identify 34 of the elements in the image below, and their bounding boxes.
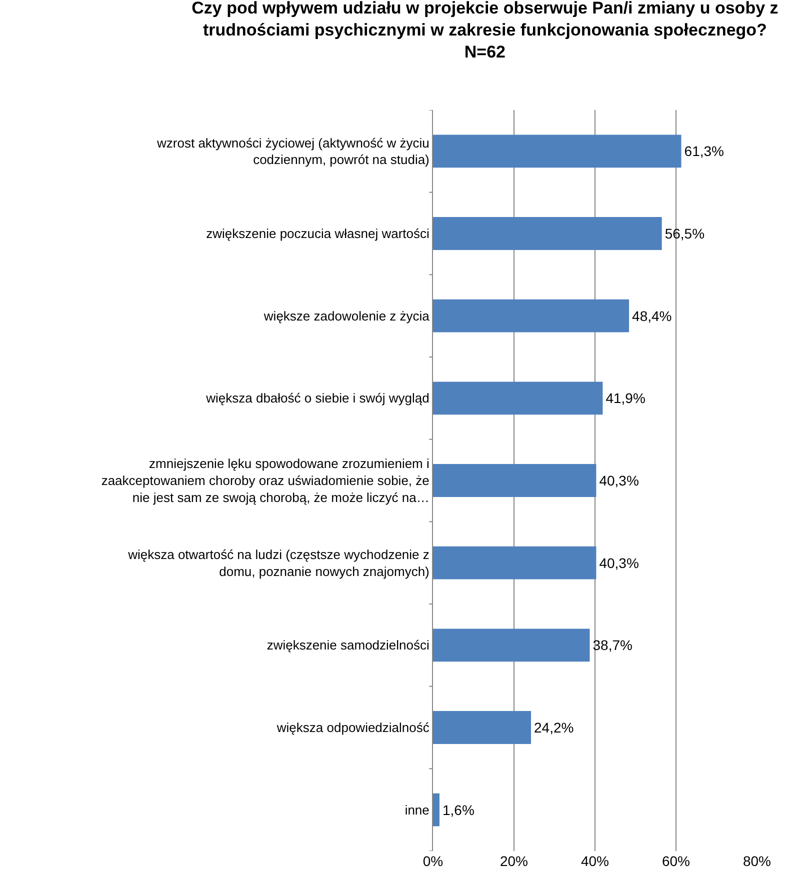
bar — [433, 299, 630, 332]
x-tick-label: 60% — [662, 853, 690, 869]
bar — [433, 464, 596, 497]
x-tick-label: 20% — [500, 853, 528, 869]
data-label: 61,3% — [684, 143, 724, 160]
bar — [433, 134, 682, 168]
y-tick-label: inne — [404, 802, 430, 818]
y-tick-label: większa otwartość na ludzi (częstsze wychodzenie z domu, poznanie nowych znajomych) — [127, 546, 430, 579]
bar — [433, 217, 662, 250]
data-label: 40,3% — [599, 472, 639, 488]
x-tick-label: 80% — [742, 853, 772, 869]
bar — [433, 711, 532, 744]
bar — [433, 546, 596, 580]
bar — [433, 793, 440, 826]
data-label: 56,5% — [664, 226, 705, 242]
bar — [433, 382, 603, 415]
y-tick-label: zwiększenie poczucia własnej wartości — [206, 226, 430, 242]
y-tick-label: większe zadowolenie z życia — [262, 308, 430, 324]
data-label: 38,7% — [592, 637, 632, 654]
y-tick-label: zwiększenie samodzielności — [266, 638, 430, 653]
chart-title: Czy pod wpływem udziału w projekcie obserwuje Pan/i zmiany u osoby z trudnościami psychicznymi w zakresie funkcjonowania społecznego? — [192, 0, 778, 40]
data-label: 1,6% — [442, 802, 474, 818]
data-label: 41,9% — [606, 390, 646, 406]
data-label: 24,2% — [534, 720, 574, 736]
y-tick-label: większa dbałość o siebie i swój wygląd — [205, 390, 430, 406]
x-tick-label: 40% — [580, 853, 610, 869]
y-tick-label: wzrost aktywności życiowej (aktywność w życiu codziennym, powrót na studia) — [156, 135, 430, 168]
y-tick-label: zmniejszenie lęku spowodowane zrozumieniem i zaakceptowaniem choroby oraz uświadomienie sobie, że nie jest sam ze swoją chorobą, że może liczyć na… — [101, 456, 430, 505]
x-tick-label: 0% — [422, 853, 444, 869]
bar — [433, 628, 590, 662]
data-label: 40,3% — [599, 554, 639, 571]
data-label: 48,4% — [632, 308, 672, 324]
chart-subtitle: N=62 — [464, 42, 506, 62]
y-tick-label: większa odpowiedzialność — [276, 720, 430, 736]
